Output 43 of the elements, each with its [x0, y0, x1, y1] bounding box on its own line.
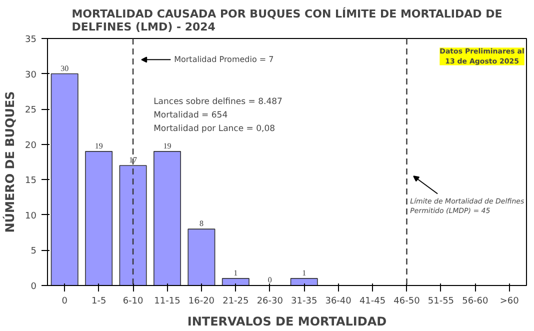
bar: [222, 278, 250, 286]
annotation: Mortalidad por Lance = 0,08: [154, 124, 276, 134]
data-label: 19: [163, 141, 172, 150]
y-tick-label: 15: [25, 176, 36, 186]
y-tick-label: 10: [25, 211, 37, 222]
x-tick-label: 21-25: [222, 296, 249, 306]
x-axis-title: INTERVALOS DE MORTALIDAD: [187, 314, 387, 328]
x-tick-label: 36-40: [325, 296, 352, 306]
data-label: 17: [129, 156, 138, 165]
annotation: Mortalidad = 654: [154, 110, 228, 120]
annotation: Lances sobre delfines = 8.487: [154, 97, 282, 108]
data-label: 8: [199, 219, 204, 228]
x-tick-label: 46-50: [394, 296, 420, 306]
x-tick-label: 6-10: [122, 296, 144, 306]
data-label: 1: [234, 268, 238, 278]
x-tick-label: 31-35: [291, 296, 318, 306]
x-tick-label: 0: [62, 296, 68, 306]
data-label: 1: [302, 268, 306, 278]
x-tick-label: 11-15: [154, 296, 180, 306]
x-tick-label: 41-45: [359, 296, 386, 306]
y-tick-label: 25: [25, 106, 36, 116]
x-tick-label: 16-20: [188, 296, 215, 306]
bar: [85, 151, 113, 286]
y-tick-label: 0: [30, 282, 37, 292]
chart-title: MORTALIDAD CAUSADA POR BUQUES CON LÍMITE DE MORTALIDAD DE DELFINES (LMD) - 2024: [72, 6, 502, 34]
bar: [50, 73, 78, 286]
bar: [188, 228, 216, 286]
y-tick-label: 20: [25, 140, 37, 151]
bar: [154, 151, 181, 286]
x-tick-label: 56-60: [462, 296, 489, 306]
x-tick-label: 1-5: [91, 296, 106, 306]
y-tick-label: 5: [30, 246, 37, 257]
data-label: 19: [94, 141, 103, 150]
y-axis-title: NÚMERO DE BUQUES: [2, 91, 18, 233]
x-tick-label: 26-30: [256, 296, 284, 306]
data-label: 0: [268, 276, 272, 284]
data-label: 30: [60, 64, 69, 73]
ref-line-label: Mortalidad Promedio = 7: [174, 55, 274, 64]
y-tick-label: 30: [25, 70, 37, 80]
bar: [290, 278, 318, 286]
x-tick-label: >60: [500, 296, 520, 306]
x-tick-label: 51-55: [428, 296, 454, 306]
y-tick-label: 35: [25, 35, 36, 45]
